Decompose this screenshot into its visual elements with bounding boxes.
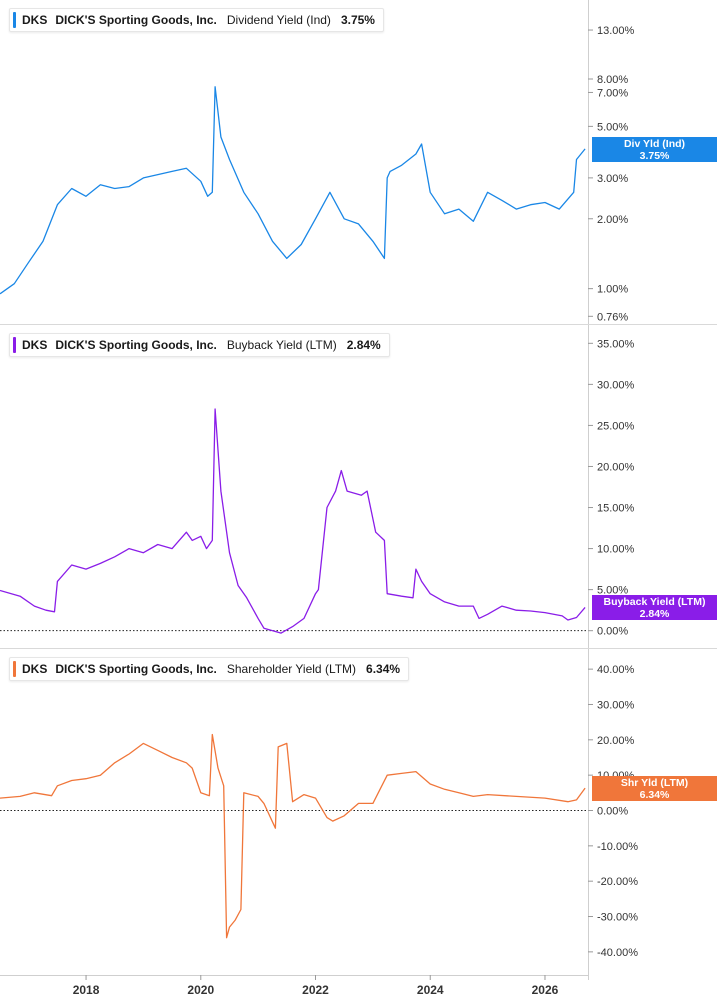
- x-tick-label: 2020: [187, 983, 214, 997]
- legend-metric: Dividend Yield (Ind): [226, 13, 331, 27]
- legend-value: 2.84%: [346, 338, 381, 352]
- tag-value: 2.84%: [639, 608, 670, 621]
- y-tick-label: 40.00%: [597, 664, 635, 676]
- x-tick-label: 2018: [73, 983, 100, 997]
- y-tick-label: 5.00%: [597, 121, 628, 133]
- y-tick-label: 10.00%: [597, 544, 635, 556]
- y-tick-label: 30.00%: [597, 699, 635, 711]
- y-tick-label: -10.00%: [597, 841, 638, 853]
- y-tick-label: 0.00%: [597, 806, 628, 818]
- legend-value: 6.34%: [366, 662, 401, 676]
- legend-shareholder-yield[interactable]: DKS DICK'S Sporting Goods, Inc. Sharehol…: [9, 657, 410, 681]
- x-tick-label: 2026: [532, 983, 559, 997]
- y-tick-label: 13.00%: [597, 25, 635, 37]
- current-value-tag-buyback: Buyback Yield (LTM) 2.84%: [592, 595, 717, 621]
- legend-swatch: [13, 661, 16, 677]
- y-tick-label: 20.00%: [597, 461, 635, 473]
- y-tick-label: 0.76%: [597, 311, 628, 323]
- y-tick-label: 15.00%: [597, 503, 635, 515]
- y-tick-label: 3.00%: [597, 173, 628, 185]
- y-tick-label: 35.00%: [597, 338, 635, 350]
- legend-swatch: [13, 337, 16, 353]
- tag-value: 6.34%: [639, 789, 670, 802]
- series-line-dividend-yield: [0, 86, 586, 295]
- y-tick-label: -40.00%: [597, 947, 638, 959]
- legend-metric: Buyback Yield (LTM): [226, 338, 337, 352]
- y-tick-label: 2.00%: [597, 214, 628, 226]
- tag-value: 3.75%: [639, 149, 670, 162]
- y-tick-label: -20.00%: [597, 876, 638, 888]
- legend-value: 3.75%: [340, 13, 375, 27]
- y-tick-label: 7.00%: [597, 87, 628, 99]
- y-tick-label: 30.00%: [597, 379, 635, 391]
- tag-label: Buyback Yield (LTM): [603, 596, 706, 609]
- legend-ticker: DKS: [22, 662, 48, 676]
- y-tick-label: 25.00%: [597, 420, 635, 432]
- current-value-tag-shareholder: Shr Yld (LTM) 6.34%: [592, 776, 717, 802]
- y-tick-label: 1.00%: [597, 284, 628, 296]
- x-tick-label: 2022: [302, 983, 329, 997]
- legend-company: DICK'S Sporting Goods, Inc.: [55, 662, 217, 676]
- legend-dividend-yield[interactable]: DKS DICK'S Sporting Goods, Inc. Dividend…: [9, 8, 384, 32]
- legend-swatch: [13, 12, 16, 28]
- series-line-shareholder-yield: [0, 733, 586, 939]
- series-line-buyback-yield: [0, 408, 586, 634]
- legend-ticker: DKS: [22, 13, 48, 27]
- legend-company: DICK'S Sporting Goods, Inc.: [55, 13, 217, 27]
- y-tick-label: 0.00%: [597, 626, 628, 638]
- y-tick-label: 20.00%: [597, 735, 635, 747]
- current-value-tag-dividend: Div Yld (Ind) 3.75%: [592, 136, 717, 162]
- tag-label: Shr Yld (LTM): [620, 777, 689, 790]
- y-tick-label: 5.00%: [597, 585, 628, 597]
- x-tick-label: 2024: [417, 983, 444, 997]
- y-tick-label: 8.00%: [597, 74, 628, 86]
- legend-company: DICK'S Sporting Goods, Inc.: [55, 338, 217, 352]
- tag-label: Div Yld (Ind): [623, 137, 686, 150]
- legend-ticker: DKS: [22, 338, 48, 352]
- y-tick-label: -30.00%: [597, 912, 638, 924]
- legend-metric: Shareholder Yield (LTM): [226, 662, 357, 676]
- legend-buyback-yield[interactable]: DKS DICK'S Sporting Goods, Inc. Buyback …: [9, 333, 390, 357]
